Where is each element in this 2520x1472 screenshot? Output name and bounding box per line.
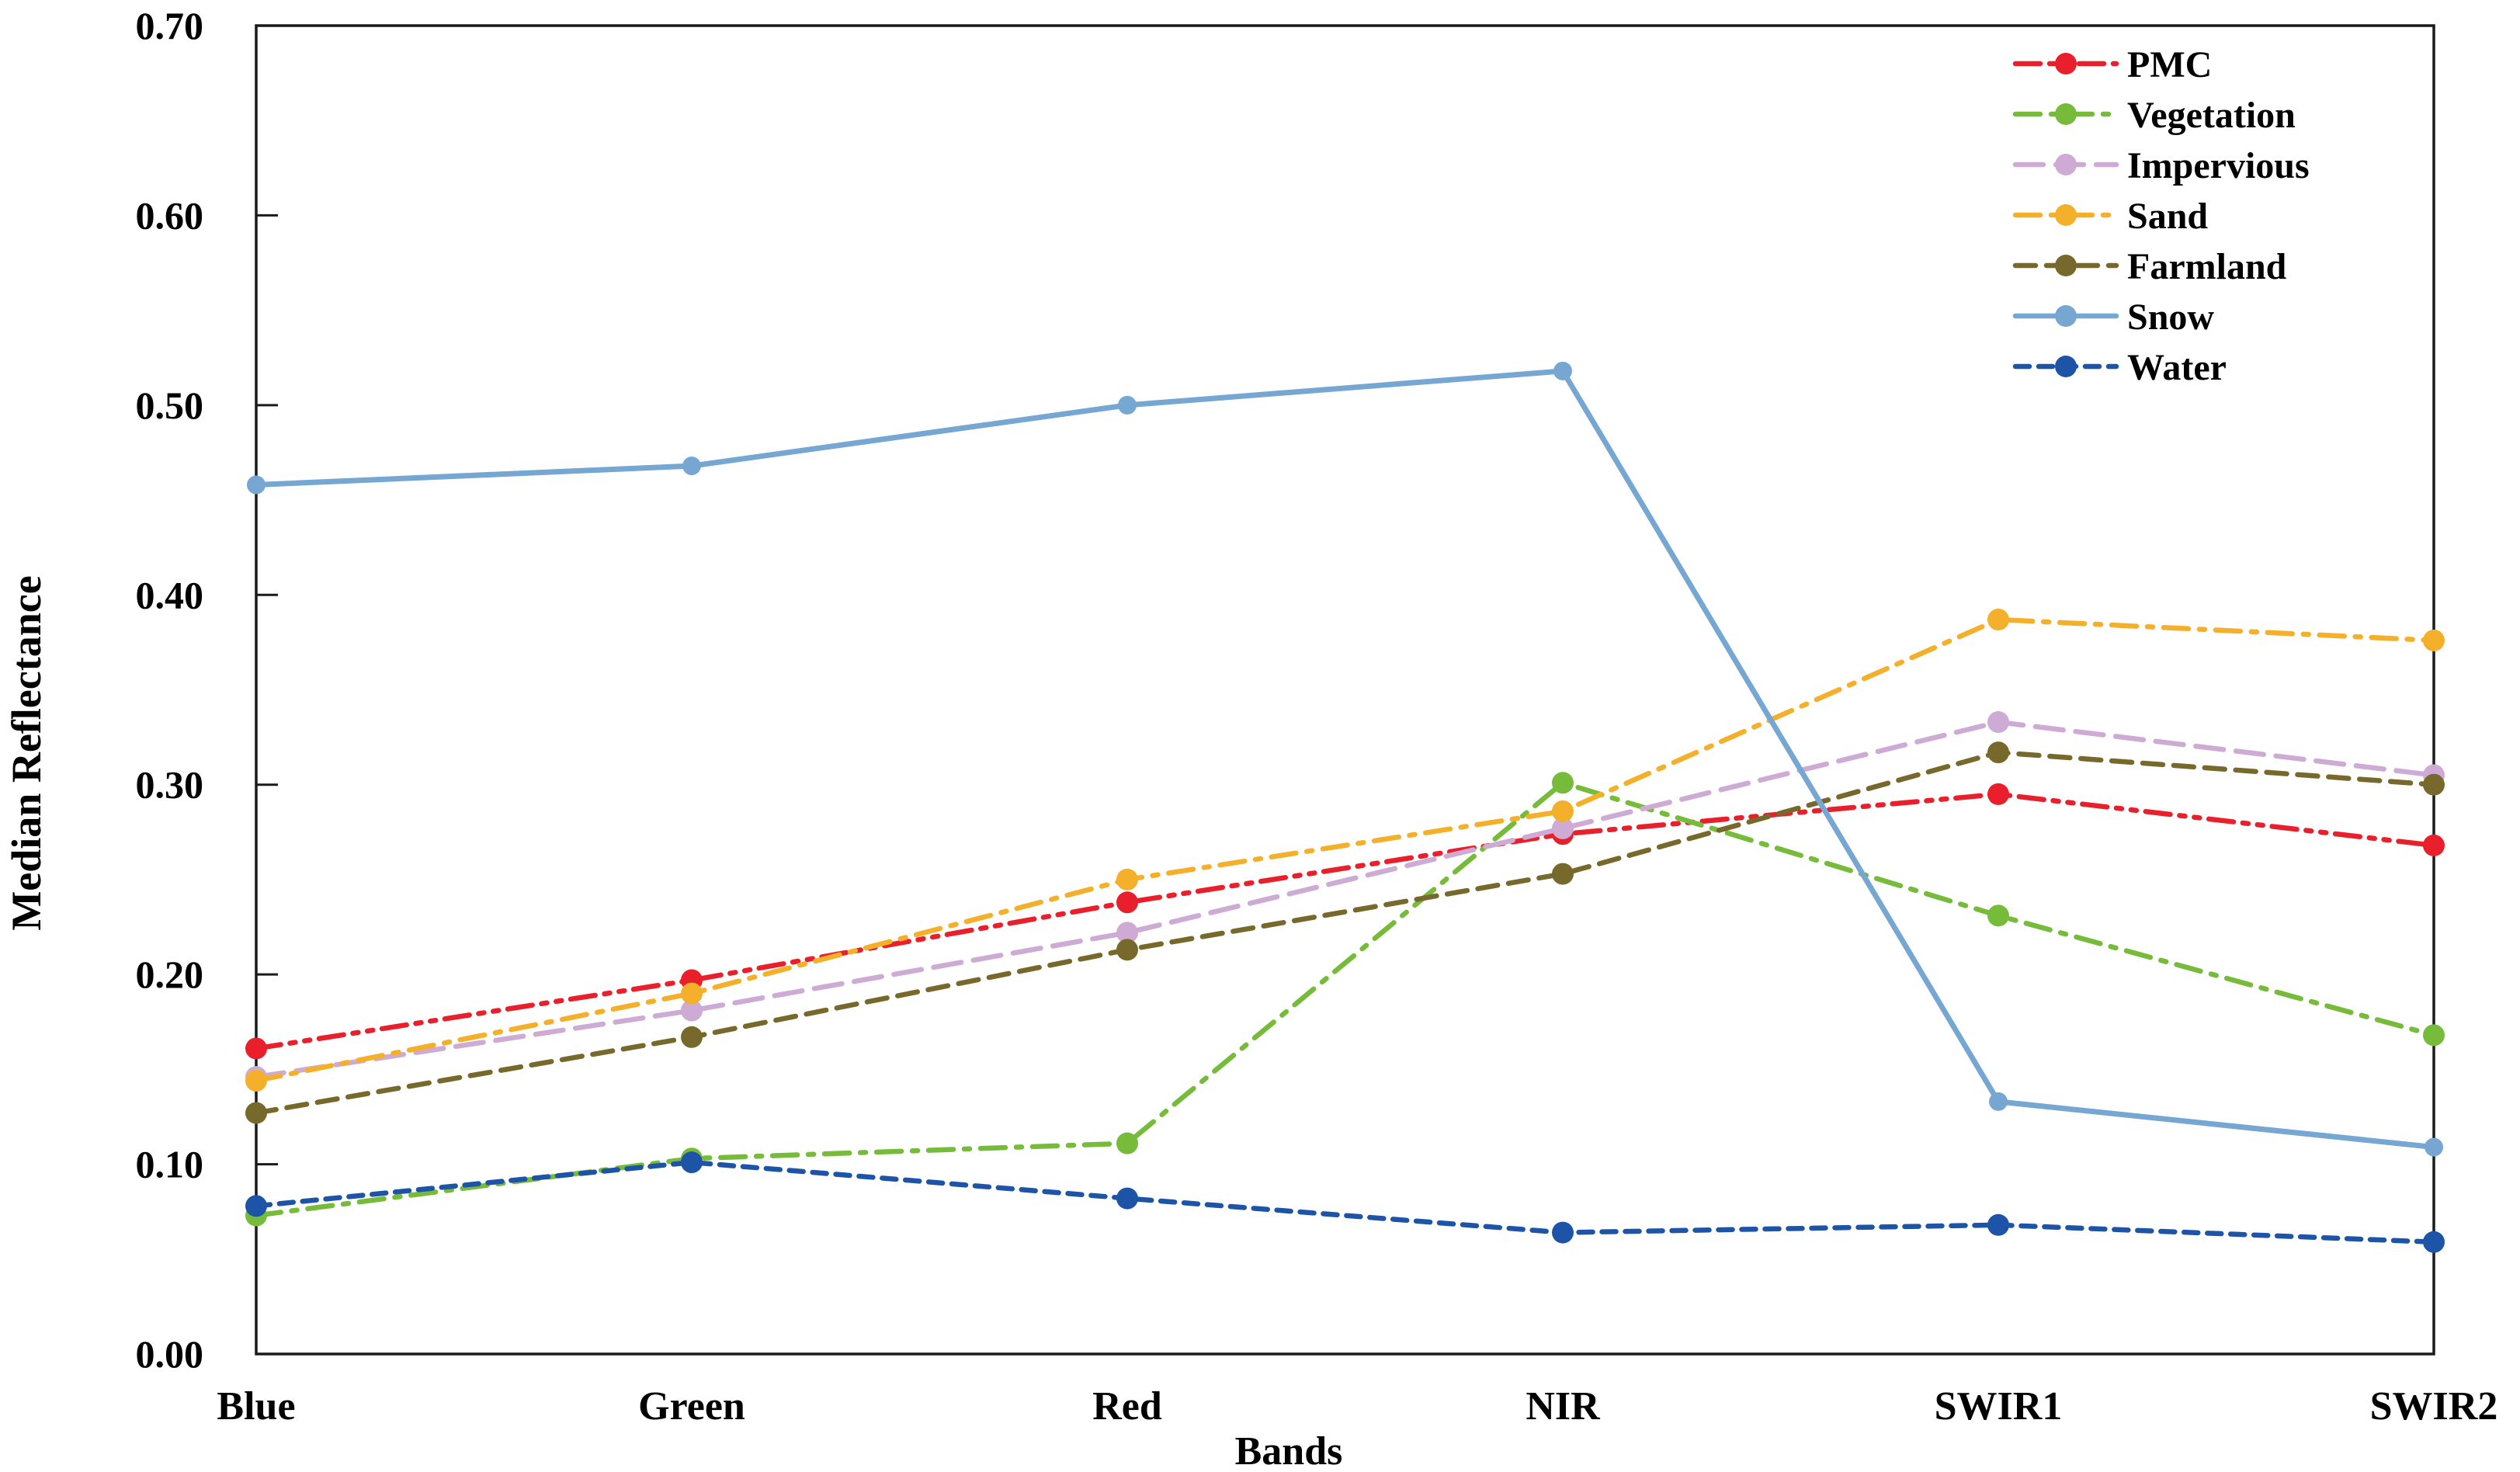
legend-label-snow: Snow <box>2127 297 2214 338</box>
x-tick-label-green: Green <box>638 1384 745 1429</box>
marker-snow-blue <box>247 475 266 495</box>
x-axis-title: Bands <box>1235 1429 1343 1472</box>
x-tick-label-red: Red <box>1092 1384 1162 1429</box>
legend-label-vegetation: Vegetation <box>2127 95 2296 136</box>
x-tick-label-blue: Blue <box>217 1384 295 1429</box>
marker-pmc-blue <box>245 1037 267 1060</box>
marker-water-green <box>681 1151 703 1174</box>
series-line-snow <box>253 368 2437 1151</box>
y-tick-label: 0.40 <box>136 573 204 616</box>
marker-farmland-red <box>1116 939 1138 961</box>
y-tick-label: 0.70 <box>136 4 204 47</box>
marker-farmland-swir1 <box>1987 741 2009 764</box>
legend-marker-farmland <box>2055 255 2077 276</box>
marker-pmc-swir1 <box>1987 783 2009 805</box>
marker-vegetation-swir1 <box>1987 904 2009 927</box>
series-line-farmland <box>253 749 2437 1116</box>
legend-marker-water <box>2055 356 2077 377</box>
legend-item-water: Water <box>2012 347 2227 388</box>
marker-impervious-nir <box>1552 817 1574 839</box>
x-tick-label-swir1: SWIR1 <box>1935 1384 2063 1429</box>
legend-marker-impervious <box>2055 154 2077 175</box>
marker-vegetation-nir <box>1552 772 1574 794</box>
marker-vegetation-red <box>1116 1132 1138 1154</box>
series-line-sand <box>253 616 2437 1084</box>
marker-water-nir <box>1552 1221 1574 1244</box>
legend-item-snow: Snow <box>2012 297 2214 338</box>
marker-impervious-swir1 <box>1987 711 2009 734</box>
marker-water-swir1 <box>1987 1213 2009 1236</box>
marker-sand-red <box>1116 868 1138 890</box>
legend-label-water: Water <box>2127 347 2227 388</box>
marker-impervious-green <box>681 999 703 1022</box>
series-line-impervious <box>253 719 2437 1080</box>
y-axis-title: Median Reflectance <box>3 575 50 930</box>
y-tick-label: 0.20 <box>136 953 204 996</box>
series-line-pmc <box>253 791 2437 1051</box>
marker-farmland-green <box>681 1026 703 1048</box>
plot-frame <box>255 24 2435 1356</box>
marker-sand-green <box>681 982 703 1005</box>
legend-item-sand: Sand <box>2012 196 2208 237</box>
y-tick-label: 0.30 <box>136 763 204 807</box>
marker-farmland-nir <box>1552 863 1574 885</box>
legend-marker-pmc <box>2055 53 2077 75</box>
marker-water-swir2 <box>2423 1231 2445 1253</box>
marker-farmland-swir2 <box>2423 773 2445 796</box>
y-tick-label: 0.50 <box>136 384 204 427</box>
y-tick-label: 0.00 <box>136 1332 204 1376</box>
marker-vegetation-swir2 <box>2423 1024 2445 1047</box>
legend-item-vegetation: Vegetation <box>2012 95 2296 136</box>
marker-sand-nir <box>1552 800 1574 822</box>
legend-item-pmc: PMC <box>2012 44 2212 85</box>
marker-pmc-red <box>1116 891 1138 914</box>
legend-marker-sand <box>2055 204 2077 226</box>
marker-sand-blue <box>245 1070 267 1092</box>
marker-snow-green <box>682 457 701 476</box>
marker-snow-swir1 <box>1989 1092 2008 1111</box>
x-tick-label-swir2: SWIR2 <box>2370 1384 2498 1429</box>
y-tick-label: 0.10 <box>136 1143 204 1186</box>
legend-item-farmland: Farmland <box>2012 246 2287 287</box>
marker-snow-nir <box>1553 361 1572 380</box>
marker-sand-swir1 <box>1987 609 2009 631</box>
marker-impervious-red <box>1116 922 1138 944</box>
legend-label-pmc: PMC <box>2127 44 2212 85</box>
marker-pmc-swir2 <box>2423 834 2445 856</box>
legend-label-sand: Sand <box>2127 196 2208 237</box>
x-tick-label-nir: NIR <box>1526 1384 1601 1429</box>
legend-label-impervious: Impervious <box>2127 145 2310 186</box>
marker-snow-red <box>1118 395 1137 415</box>
marker-water-blue <box>245 1195 267 1217</box>
marker-water-red <box>1116 1187 1138 1210</box>
marker-sand-swir2 <box>2423 629 2445 651</box>
marker-snow-swir2 <box>2425 1137 2443 1157</box>
legend-marker-vegetation <box>2055 103 2077 125</box>
legend-item-impervious: Impervious <box>2012 145 2310 186</box>
legend-label-farmland: Farmland <box>2127 246 2287 287</box>
legend-marker-snow <box>2055 305 2077 327</box>
marker-farmland-blue <box>245 1102 267 1124</box>
y-tick-label: 0.60 <box>136 193 204 237</box>
series-line-water <box>253 1159 2437 1245</box>
